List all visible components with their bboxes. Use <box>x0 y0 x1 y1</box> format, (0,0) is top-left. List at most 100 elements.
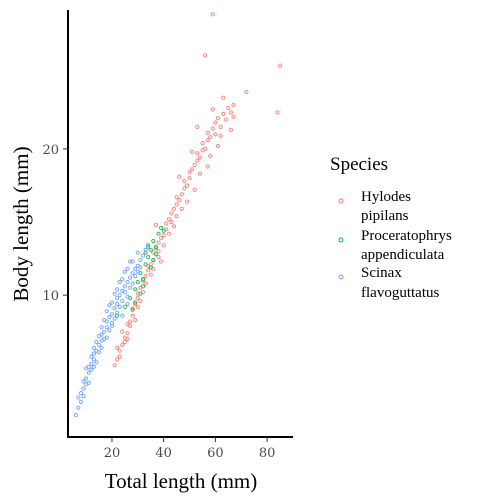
data-point <box>84 376 89 381</box>
data-point <box>102 329 107 334</box>
data-point <box>179 192 184 197</box>
data-point <box>81 394 86 399</box>
data-point <box>89 354 94 359</box>
data-point <box>221 111 226 116</box>
data-point <box>203 146 208 151</box>
data-point <box>125 336 130 342</box>
data-point <box>166 231 171 236</box>
legend-label-proceratophrys-line2: appendiculata <box>361 247 445 263</box>
data-point <box>122 284 128 289</box>
data-point <box>195 158 200 163</box>
data-point <box>125 279 130 285</box>
data-point <box>215 143 221 149</box>
data-point <box>223 117 228 122</box>
data-point <box>278 63 283 68</box>
data-point <box>244 89 249 95</box>
data-point <box>115 310 120 315</box>
data-point <box>128 323 133 328</box>
data-point <box>159 259 164 264</box>
legend-key-proceratophrys <box>338 237 344 243</box>
data-point <box>133 287 138 292</box>
data-point <box>117 279 122 285</box>
data-point <box>159 236 164 241</box>
data-point <box>169 219 174 225</box>
data-point <box>153 246 158 251</box>
data-point <box>117 354 122 359</box>
data-point <box>133 266 138 271</box>
data-point <box>143 274 148 279</box>
data-point <box>171 224 177 229</box>
data-point <box>94 360 99 365</box>
x-tick-label: 40 <box>155 446 172 461</box>
data-point <box>182 186 187 191</box>
data-point <box>125 301 130 306</box>
data-point <box>184 199 190 204</box>
data-point <box>228 110 233 115</box>
x-axis-title: Total length (mm) <box>105 469 258 493</box>
data-point <box>179 206 184 211</box>
data-point <box>78 391 84 396</box>
data-point <box>99 345 104 350</box>
data-point <box>96 350 102 355</box>
data-point <box>192 187 197 192</box>
data-point <box>115 345 120 350</box>
data-point <box>89 367 94 372</box>
data-point <box>151 258 156 263</box>
data-point <box>138 265 143 270</box>
data-point <box>89 361 94 366</box>
data-point <box>120 342 125 347</box>
data-point <box>122 290 128 295</box>
data-point <box>112 316 117 321</box>
data-point <box>115 301 120 306</box>
data-point <box>96 342 102 347</box>
data-point <box>208 135 213 140</box>
data-point <box>122 269 128 274</box>
data-point <box>218 124 223 130</box>
data-point <box>161 228 166 233</box>
data-point <box>275 110 280 115</box>
data-point <box>161 243 166 248</box>
data-point <box>213 120 218 125</box>
data-point <box>120 277 125 282</box>
data-point <box>156 249 161 254</box>
data-point <box>120 329 125 334</box>
data-point <box>140 277 146 282</box>
data-point <box>104 325 109 330</box>
data-point <box>112 291 117 296</box>
data-point <box>161 233 166 238</box>
legend-label-scinax-line1: Scinax <box>361 265 402 281</box>
data-point <box>210 12 215 17</box>
points-layer <box>73 12 283 418</box>
data-point <box>143 247 148 252</box>
data-point <box>205 164 210 169</box>
data-point <box>138 258 143 263</box>
data-point <box>140 278 146 283</box>
data-point <box>213 132 218 137</box>
data-point <box>120 298 125 304</box>
data-point <box>226 105 231 111</box>
data-point <box>148 265 153 270</box>
data-point <box>146 268 151 273</box>
data-point <box>143 281 148 286</box>
data-point <box>73 413 78 418</box>
data-point <box>143 262 148 267</box>
data-point <box>208 154 213 159</box>
y-tick-label: 10 <box>42 289 59 304</box>
data-point <box>197 155 202 160</box>
data-point <box>159 225 164 230</box>
data-point <box>182 179 187 184</box>
x-tick-label: 80 <box>259 446 276 461</box>
data-point <box>94 339 99 344</box>
legend-key-hylodes <box>338 198 344 204</box>
legend: Species Hylodes pipilans Proceratophrys … <box>330 154 452 301</box>
data-point <box>153 244 158 249</box>
data-point <box>187 176 192 181</box>
data-point <box>107 328 112 333</box>
data-point <box>130 259 135 264</box>
data-point <box>130 281 135 286</box>
data-point <box>130 306 135 311</box>
data-point <box>174 214 179 219</box>
data-point <box>109 300 115 305</box>
data-point <box>117 348 122 353</box>
